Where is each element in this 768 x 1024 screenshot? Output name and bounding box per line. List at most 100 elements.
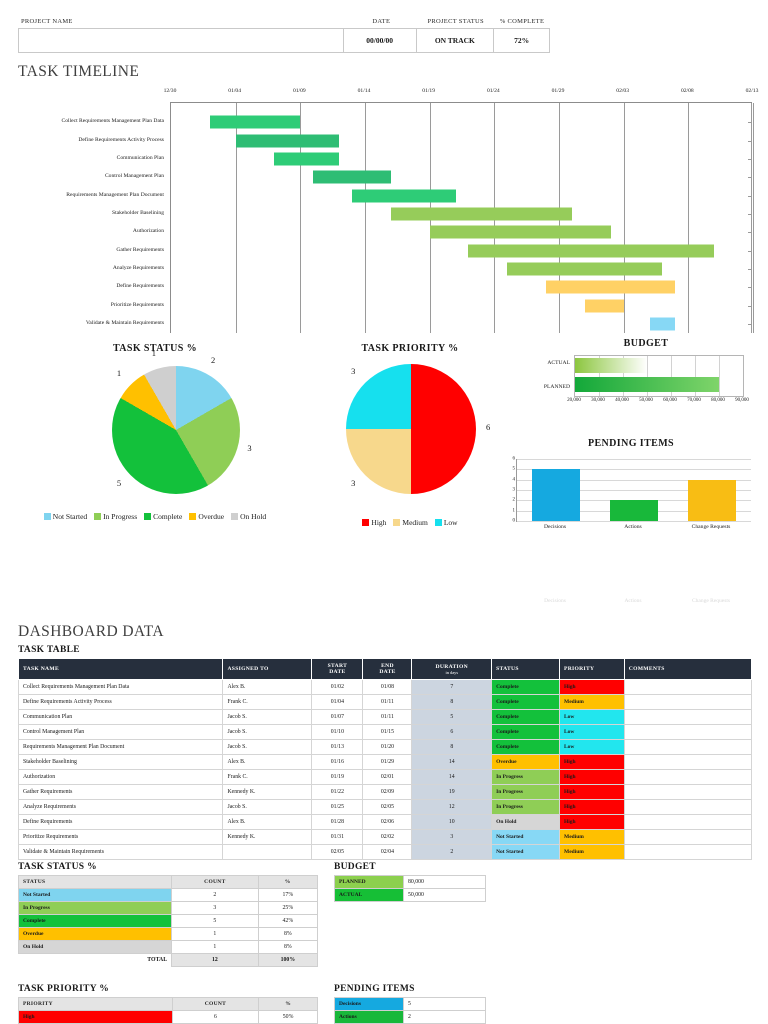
- timeline-tick-label: 12/30: [163, 88, 177, 94]
- pending-gridline: [517, 490, 751, 491]
- budget-gridline: [695, 356, 696, 396]
- budget-bar[interactable]: [575, 358, 647, 373]
- table-row[interactable]: Gather Requirements Kennedy K. 01/22 02/09 1…: [17, 784, 753, 800]
- timeline-bar[interactable]: [274, 152, 340, 166]
- timeline-bar[interactable]: [352, 189, 456, 202]
- table-row[interactable]: Requirements Management Plan Document Jac…: [17, 739, 753, 755]
- table-row[interactable]: Actions 2: [334, 1010, 486, 1024]
- table-row[interactable]: Prioritize Requirements Kennedy K. 01/31 02…: [17, 829, 753, 845]
- table-row[interactable]: On Hold 1 8%: [17, 940, 319, 954]
- task-table-body: Collect Requirements Management Plan Dat…: [17, 679, 753, 860]
- ghost-label: Decisions: [544, 598, 566, 604]
- timeline-task-label: Stakeholder Baselining: [111, 209, 164, 216]
- task-table-header-status[interactable]: STATUS: [491, 658, 560, 680]
- cell-status: Complete: [491, 694, 560, 710]
- table-row[interactable]: Control Management Plan Jacob S. 01/10 01/1…: [17, 724, 753, 740]
- pending-bar[interactable]: [609, 500, 659, 521]
- cell-priority: High: [559, 769, 625, 785]
- table-row[interactable]: Analyze Requirements Jacob S. 01/25 02/05 12…: [17, 799, 753, 815]
- value-percent-complete[interactable]: 72%: [514, 36, 530, 45]
- timeline-tick-label: 01/09: [292, 88, 306, 94]
- legend-item: On Hold: [231, 512, 266, 521]
- table-row[interactable]: Collect Requirements Management Plan Dat…: [17, 679, 753, 695]
- value-date[interactable]: 00/00/00: [344, 29, 417, 52]
- budget-x-tick: 20,000: [567, 398, 581, 403]
- task-table-header-end-date[interactable]: END DATE: [362, 658, 413, 680]
- task-status-pie-chart: TASK STATUS % 2 3 5 1 1 Not Started In Progre…: [30, 343, 280, 521]
- legend-swatch: [231, 513, 239, 520]
- task-status-header-count[interactable]: COUNT: [171, 875, 259, 889]
- table-row[interactable]: Define Requirements Alex B. 01/28 02/06 10 On…: [17, 814, 753, 830]
- timeline-bar[interactable]: [235, 134, 340, 147]
- timeline-bar[interactable]: [429, 225, 611, 239]
- timeline-bar[interactable]: [390, 207, 572, 221]
- cell-end-date: 01/08: [362, 679, 413, 695]
- value-project-name[interactable]: [19, 29, 344, 52]
- ghost-label: Actions: [624, 598, 642, 604]
- project-header-values: 00/00/00 ON TRACK 72%: [18, 28, 550, 53]
- cell-duration: 5: [411, 709, 493, 725]
- timeline-gridline: [235, 103, 237, 333]
- timeline-bar[interactable]: [468, 244, 715, 257]
- table-row[interactable]: High 6 50%: [18, 1010, 318, 1024]
- task-table-header-task-name[interactable]: TASK NAME: [17, 658, 224, 680]
- cell-assigned-to: Alex B.: [222, 814, 313, 830]
- legend-label: Medium: [402, 518, 428, 527]
- pending-plot: 0 1 2 3 4 5 6: [513, 457, 751, 524]
- table-row[interactable]: Overdue 1 8%: [17, 927, 319, 941]
- pending-gridline: [517, 479, 751, 481]
- task-table-header-start-date[interactable]: START DATE: [311, 658, 364, 680]
- budget-bar[interactable]: [575, 377, 719, 392]
- task-table-header-assigned-to[interactable]: ASSIGNED TO: [222, 658, 313, 680]
- cell-end-date: 01/20: [362, 739, 413, 755]
- task-status-percent: 8%: [257, 940, 319, 954]
- cell-assigned-to: Frank C.: [222, 769, 313, 785]
- timeline-bar[interactable]: [209, 115, 301, 129]
- task-priority-header-count[interactable]: COUNT: [171, 997, 260, 1011]
- legend-item: In Progress: [94, 512, 137, 521]
- table-row[interactable]: Define Requirements Activity Process Fran…: [17, 694, 753, 710]
- task-table-header-priority[interactable]: PRIORITY: [559, 658, 625, 680]
- task-status-header-status[interactable]: STATUS: [17, 875, 173, 889]
- table-row[interactable]: PLANNED 80,000: [334, 875, 486, 889]
- legend-item: Not Started: [43, 512, 87, 521]
- timeline-bar[interactable]: [649, 317, 676, 331]
- table-row[interactable]: Authorization Frank C. 01/19 02/01 14 In Prog…: [17, 769, 753, 785]
- task-table-header-duration[interactable]: DURATION in days: [411, 658, 493, 680]
- task-priority-header--[interactable]: %: [258, 997, 318, 1011]
- timeline-bar[interactable]: [507, 262, 663, 276]
- task-priority-pie-chart: TASK PRIORITY % 6 3 3 High Medium Low: [300, 343, 520, 527]
- table-row[interactable]: Validate & Maintain Requirements 02/05 02/…: [17, 844, 753, 860]
- budget-chart-area: 20,000 30,000 40,000 50,000 60,000 70,000 80,0…: [530, 349, 762, 419]
- pending-bar[interactable]: [687, 479, 737, 521]
- task-table-header-comments[interactable]: COMMENTS: [623, 658, 753, 680]
- value-project-status[interactable]: ON TRACK: [417, 29, 495, 52]
- timeline-bar[interactable]: [546, 280, 676, 294]
- table-row[interactable]: Communication Plan Jacob S. 01/07 01/11 5 Com…: [17, 709, 753, 725]
- table-row[interactable]: Not Started 2 17%: [17, 888, 319, 902]
- timeline-task-label: Collect Requirements Management Plan Dat…: [61, 118, 164, 125]
- table-row[interactable]: Complete 5 42%: [17, 914, 319, 928]
- timeline-gridline: [623, 103, 625, 333]
- cell-duration: 6: [411, 724, 493, 740]
- pending-x-label: Actions: [624, 524, 642, 530]
- timeline-tick-label: 02/03: [616, 88, 630, 94]
- table-row[interactable]: In Progress 3 25%: [17, 901, 319, 915]
- timeline-tick-label: 02/13: [745, 88, 759, 94]
- pending-bar[interactable]: [531, 469, 581, 521]
- task-status-pie-title: TASK STATUS %: [112, 343, 198, 354]
- cell-status: Complete: [491, 739, 560, 755]
- cell-end-date: 01/11: [362, 694, 413, 710]
- task-status-table-header-row: STATUS COUNT%: [17, 875, 319, 889]
- legend-item: Overdue: [189, 512, 224, 521]
- dashboard-data-title: DASHBOARD DATA: [18, 623, 165, 640]
- task-priority-header-priority[interactable]: PRIORITY: [18, 997, 173, 1011]
- timeline-bar[interactable]: [313, 170, 391, 184]
- cell-status: Not Started: [491, 844, 560, 860]
- timeline-bar[interactable]: [584, 299, 624, 312]
- table-row[interactable]: Decisions 5: [334, 997, 486, 1011]
- task-status-header--[interactable]: %: [257, 875, 319, 889]
- cell-start-date: 01/13: [311, 739, 364, 755]
- table-row[interactable]: ACTUAL 50,000: [334, 888, 486, 902]
- table-row[interactable]: Stakeholder Baselining Alex B. 01/16 01/29 1…: [17, 754, 753, 770]
